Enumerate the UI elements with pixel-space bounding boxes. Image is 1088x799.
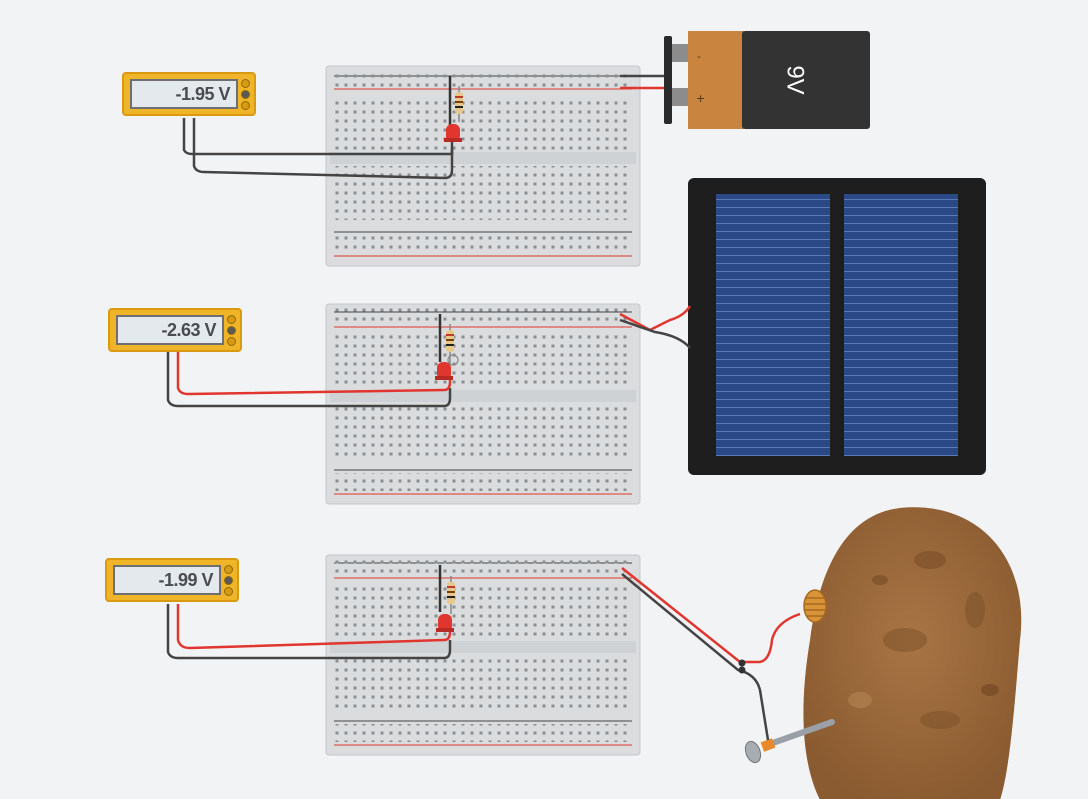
led[interactable]	[435, 362, 453, 380]
dial-knob-icon	[224, 587, 233, 596]
resistor[interactable]	[446, 324, 454, 364]
resistor[interactable]	[447, 576, 455, 614]
solar-panel[interactable]	[688, 178, 986, 475]
wire-black[interactable]	[192, 118, 454, 180]
wire-red[interactable]	[176, 604, 452, 650]
breadboard-middle[interactable]	[325, 303, 641, 505]
wire-joint	[738, 666, 746, 674]
led-glow-icon	[447, 354, 459, 366]
multimeter-bottom[interactable]: -1.99 V	[105, 558, 239, 602]
copper-electrode[interactable]	[803, 589, 827, 623]
dial-knob-icon	[241, 101, 250, 110]
dial-knob-icon	[224, 565, 233, 574]
multimeter-display: -2.63 V	[116, 315, 224, 345]
battery-voltage-label: 9V	[781, 65, 809, 95]
voltage-reading: -1.95 V	[175, 83, 230, 104]
wire-black[interactable]	[166, 352, 452, 408]
wire-red[interactable]	[619, 305, 692, 332]
multimeter-middle[interactable]: -2.63 V	[108, 308, 242, 352]
led[interactable]	[436, 614, 454, 632]
9v-battery[interactable]	[664, 31, 870, 129]
potato-battery[interactable]	[803, 507, 1022, 799]
battery-plus-label: +	[696, 92, 706, 105]
wire-black[interactable]	[182, 118, 454, 156]
dial-knob-icon	[224, 576, 233, 585]
dial-knob-icon	[227, 337, 236, 346]
multimeter-display: -1.95 V	[130, 79, 238, 109]
resistor[interactable]	[455, 86, 463, 122]
dial-knob-icon	[241, 79, 250, 88]
voltage-reading: -1.99 V	[158, 569, 213, 590]
led[interactable]	[444, 124, 462, 142]
wire-joint	[738, 659, 746, 667]
multimeter-display: -1.99 V	[113, 565, 221, 595]
dial-knob-icon	[241, 90, 250, 99]
multimeter-top[interactable]: -1.95 V	[122, 72, 256, 116]
voltage-reading: -2.63 V	[161, 319, 216, 340]
dial-knob-icon	[227, 315, 236, 324]
wire-black[interactable]	[619, 318, 691, 349]
wire-red[interactable]	[621, 567, 801, 664]
battery-minus-label: -	[697, 50, 701, 63]
wire-black[interactable]	[166, 604, 452, 660]
breadboard-top[interactable]	[325, 65, 641, 267]
wire-black[interactable]	[621, 573, 770, 741]
breadboard-bottom[interactable]	[325, 554, 641, 756]
wire-red[interactable]	[176, 352, 452, 396]
zinc-nail-electrode[interactable]	[743, 719, 835, 765]
dial-knob-icon	[227, 326, 236, 335]
